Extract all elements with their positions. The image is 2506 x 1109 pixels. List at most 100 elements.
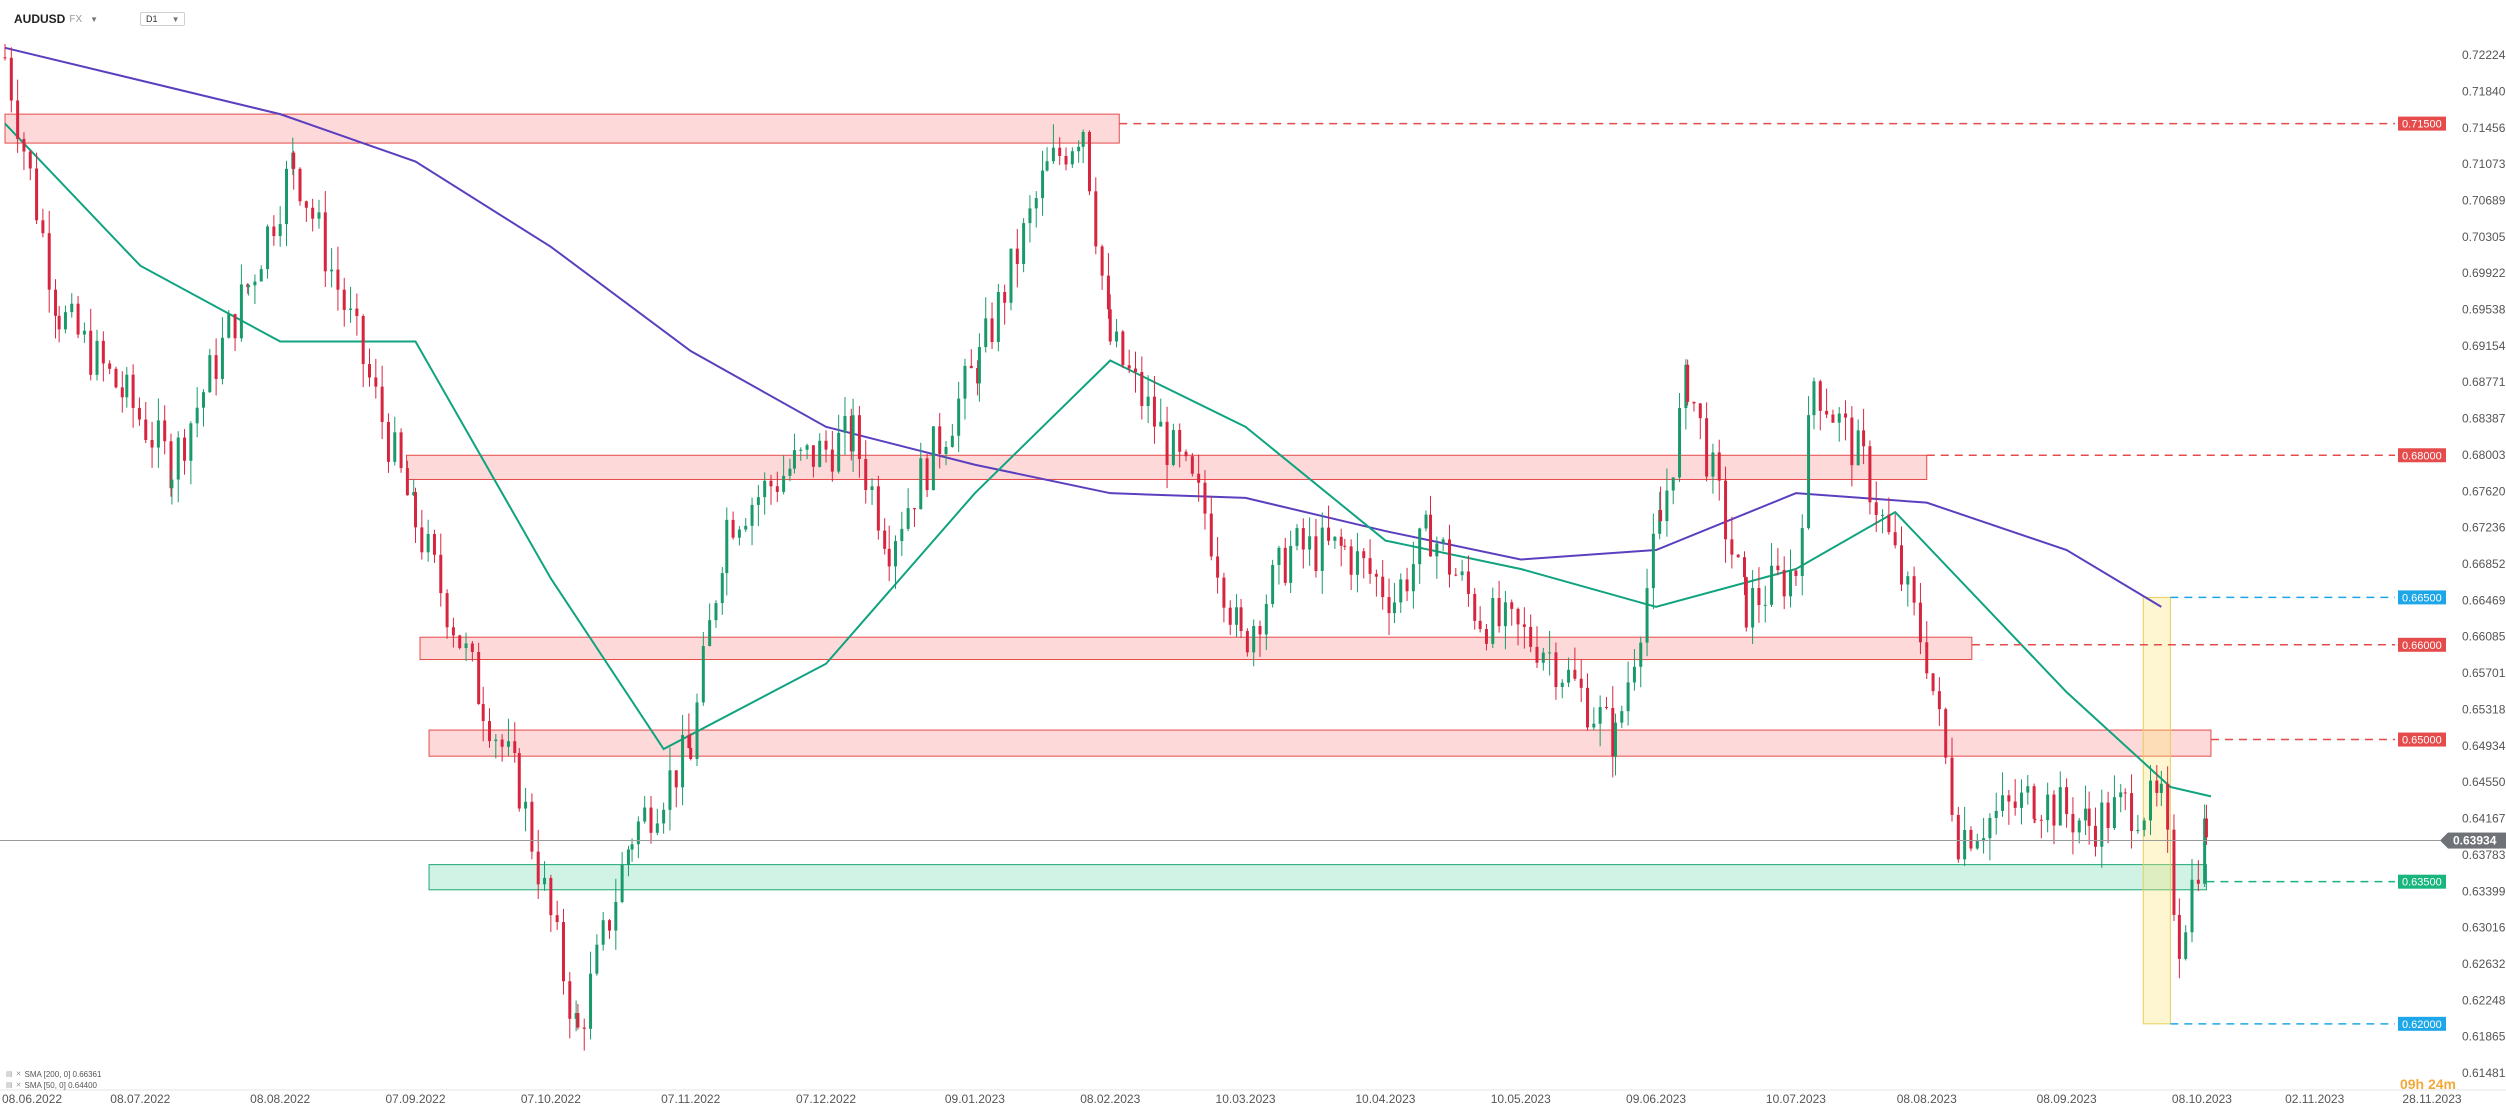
candle-body (1782, 570, 1786, 597)
candle-body (239, 284, 243, 339)
candle-body (1034, 198, 1038, 209)
symbol-dropdown-icon[interactable]: ▼ (90, 14, 99, 24)
candle-body (1598, 707, 1602, 724)
candle-body (568, 981, 572, 1019)
candle-body (76, 303, 80, 335)
level-badge-support (2398, 874, 2446, 889)
candle-body (906, 508, 910, 529)
zone-resistance (4, 113, 1120, 144)
candle-body (1776, 565, 1780, 571)
candle-body (1862, 430, 1866, 447)
candle-body (695, 702, 699, 759)
candle-body (1051, 147, 1055, 162)
close-icon[interactable]: ✕ (15, 1071, 22, 1078)
legend-item-sma200[interactable]: ▤ ✕ SMA [200, 0] 0.66361 (6, 1069, 101, 1080)
candle-body (957, 398, 961, 436)
candle-body (1491, 598, 1495, 644)
candle-body (1856, 430, 1860, 466)
symbol-name[interactable]: AUDUSD (14, 12, 66, 26)
candle-body (420, 527, 424, 553)
candle-body (494, 739, 498, 742)
candle-body (2071, 814, 2075, 833)
candle-body (2177, 914, 2181, 959)
candle-body (445, 593, 449, 628)
candle-body (1770, 565, 1774, 605)
candle-body (1874, 502, 1878, 516)
candle-body (1115, 331, 1119, 342)
candle-body (601, 920, 605, 945)
candle-body (1478, 620, 1482, 630)
candle-body (894, 541, 898, 567)
candle-body (189, 423, 193, 461)
candle-body (1573, 669, 1577, 679)
candle-body (2112, 797, 2116, 829)
candle-body (1314, 536, 1318, 571)
candle-body (125, 374, 129, 398)
candle-body (1308, 536, 1312, 550)
candle-body (1387, 597, 1391, 614)
candle-body (1277, 547, 1281, 565)
candle-body (2093, 825, 2097, 847)
candle-body (1121, 331, 1125, 366)
level-label: 0.71500 (2402, 119, 2442, 131)
candle-body (1613, 722, 1617, 757)
candle-body (1982, 838, 1986, 842)
candle-body (2159, 783, 2163, 793)
candle-body (1429, 514, 1433, 557)
y-tick-label: 0.63016 (2462, 921, 2506, 935)
candle-body (555, 915, 559, 923)
level-badge-target (2398, 1016, 2446, 1031)
candle-body (2046, 794, 2050, 821)
candle-body (1744, 577, 1748, 628)
candle-body (574, 1013, 578, 1019)
candle-body (2058, 787, 2062, 826)
x-tick-label: 08.02.2023 (1080, 1092, 1140, 1106)
candle-body (900, 528, 904, 542)
candle-body (2026, 786, 2030, 793)
candle-body (1228, 607, 1232, 625)
candle-body (1245, 631, 1249, 653)
candle-body (405, 468, 409, 496)
close-icon[interactable]: ✕ (15, 1082, 22, 1089)
candle-body (549, 877, 553, 916)
candle-body (1392, 602, 1396, 614)
candle-body (919, 458, 923, 510)
timeframe-select[interactable]: D1 ▼ (140, 12, 186, 26)
x-tick-label: 08.09.2023 (2037, 1092, 2097, 1106)
candle-body (1009, 248, 1013, 303)
candle-body (1216, 556, 1220, 578)
candle-body (1522, 624, 1526, 627)
settings-icon[interactable]: ▤ (6, 1071, 13, 1078)
level-label: 0.68000 (2402, 450, 2442, 462)
y-tick-label: 0.68387 (2462, 412, 2506, 426)
x-tick-label: 08.08.2022 (250, 1092, 310, 1106)
x-tick-label: 08.10.2023 (2172, 1092, 2232, 1106)
candle-body (464, 643, 468, 649)
candle-body (2204, 818, 2208, 838)
candle-body (2155, 780, 2159, 793)
settings-icon[interactable]: ▤ (6, 1082, 13, 1089)
candle-body (1789, 570, 1793, 597)
candle-body (481, 704, 485, 722)
candle-body (1837, 413, 1841, 423)
candle-body (1339, 536, 1343, 546)
candle-body (1931, 673, 1935, 692)
candle-body (1730, 539, 1734, 555)
legend-label: SMA [50, 0] 0.64400 (24, 1081, 98, 1090)
candle-body (2013, 801, 2017, 808)
level-label: 0.66500 (2402, 592, 2442, 604)
candle-body (2184, 932, 2188, 959)
candle-body (349, 308, 353, 310)
candle-body (1094, 191, 1098, 247)
candle-body (1554, 652, 1558, 688)
candle-body (818, 440, 822, 467)
candle-body (16, 100, 20, 139)
candle-body (1604, 707, 1608, 709)
candle-body (1087, 131, 1091, 192)
candle-body (1529, 626, 1533, 647)
candle-body (1918, 602, 1922, 643)
legend-item-sma50[interactable]: ▤ ✕ SMA [50, 0] 0.64400 (6, 1080, 101, 1091)
candle-body (1794, 570, 1798, 577)
candle-body (1592, 723, 1596, 728)
